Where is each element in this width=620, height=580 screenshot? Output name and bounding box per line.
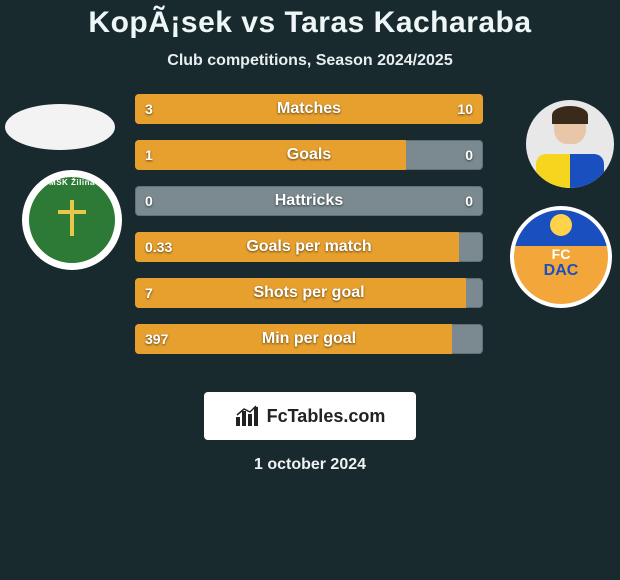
bar-label: Goals	[135, 140, 483, 170]
bar-label: Min per goal	[135, 324, 483, 354]
player-left-portrait	[5, 104, 115, 150]
stat-bar: 10Goals	[135, 140, 483, 170]
bar-label: Shots per goal	[135, 278, 483, 308]
bar-label: Matches	[135, 94, 483, 124]
stat-bar: 0.33Goals per match	[135, 232, 483, 262]
player-right-club-badge: FC DAC	[510, 206, 612, 308]
stat-bar: 397Min per goal	[135, 324, 483, 354]
bars-container: 310Matches 10Goals 00Hattricks 0.33Goals pe…	[135, 94, 483, 370]
stat-bar: 310Matches	[135, 94, 483, 124]
bar-label: Goals per match	[135, 232, 483, 262]
subtitle: Club competitions, Season 2024/2025	[0, 52, 620, 70]
comparison-card: KopÃ¡sek vs Taras Kacharaba Club competi…	[0, 0, 620, 474]
stat-bar: 7Shots per goal	[135, 278, 483, 308]
brand-pill[interactable]: FcTables.com	[204, 392, 416, 440]
bar-label: Hattricks	[135, 186, 483, 216]
player-right-portrait	[526, 100, 614, 188]
page-title: KopÃ¡sek vs Taras Kacharaba	[0, 6, 620, 40]
brand-text: FcTables.com	[267, 406, 386, 427]
badge-left-text: MŠK Žilina	[22, 178, 122, 187]
date: 1 october 2024	[0, 456, 620, 474]
chart-area: MŠK Žilina FC DAC 310Matches 10Goals 00Hat…	[0, 94, 620, 384]
stat-bar: 00Hattricks	[135, 186, 483, 216]
player-left-club-badge: MŠK Žilina	[22, 170, 122, 270]
chart-icon	[235, 405, 261, 427]
